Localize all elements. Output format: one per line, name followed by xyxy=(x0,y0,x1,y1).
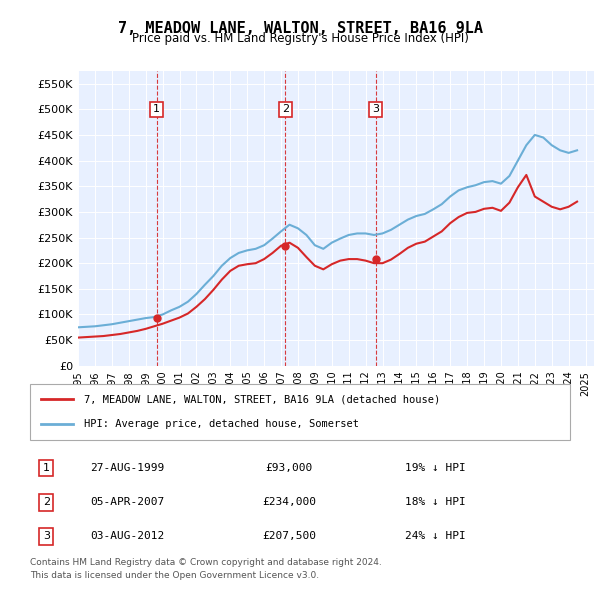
Text: £93,000: £93,000 xyxy=(266,463,313,473)
Text: 1: 1 xyxy=(153,104,160,114)
Text: £207,500: £207,500 xyxy=(262,532,316,541)
Text: £234,000: £234,000 xyxy=(262,497,316,507)
Text: 03-AUG-2012: 03-AUG-2012 xyxy=(90,532,164,541)
Text: 7, MEADOW LANE, WALTON, STREET, BA16 9LA (detached house): 7, MEADOW LANE, WALTON, STREET, BA16 9LA… xyxy=(84,394,440,404)
Text: 3: 3 xyxy=(43,532,50,541)
Text: 2: 2 xyxy=(282,104,289,114)
Text: 18% ↓ HPI: 18% ↓ HPI xyxy=(404,497,466,507)
Text: 7, MEADOW LANE, WALTON, STREET, BA16 9LA: 7, MEADOW LANE, WALTON, STREET, BA16 9LA xyxy=(118,21,482,35)
Text: HPI: Average price, detached house, Somerset: HPI: Average price, detached house, Some… xyxy=(84,419,359,429)
Text: 1: 1 xyxy=(43,463,50,473)
Text: 2: 2 xyxy=(43,497,50,507)
Text: 24% ↓ HPI: 24% ↓ HPI xyxy=(404,532,466,541)
Text: 27-AUG-1999: 27-AUG-1999 xyxy=(90,463,164,473)
Text: Price paid vs. HM Land Registry's House Price Index (HPI): Price paid vs. HM Land Registry's House … xyxy=(131,32,469,45)
Text: 19% ↓ HPI: 19% ↓ HPI xyxy=(404,463,466,473)
Text: Contains HM Land Registry data © Crown copyright and database right 2024.: Contains HM Land Registry data © Crown c… xyxy=(30,558,382,566)
Text: This data is licensed under the Open Government Licence v3.0.: This data is licensed under the Open Gov… xyxy=(30,571,319,579)
FancyBboxPatch shape xyxy=(30,384,570,440)
Text: 3: 3 xyxy=(372,104,379,114)
Text: 05-APR-2007: 05-APR-2007 xyxy=(90,497,164,507)
